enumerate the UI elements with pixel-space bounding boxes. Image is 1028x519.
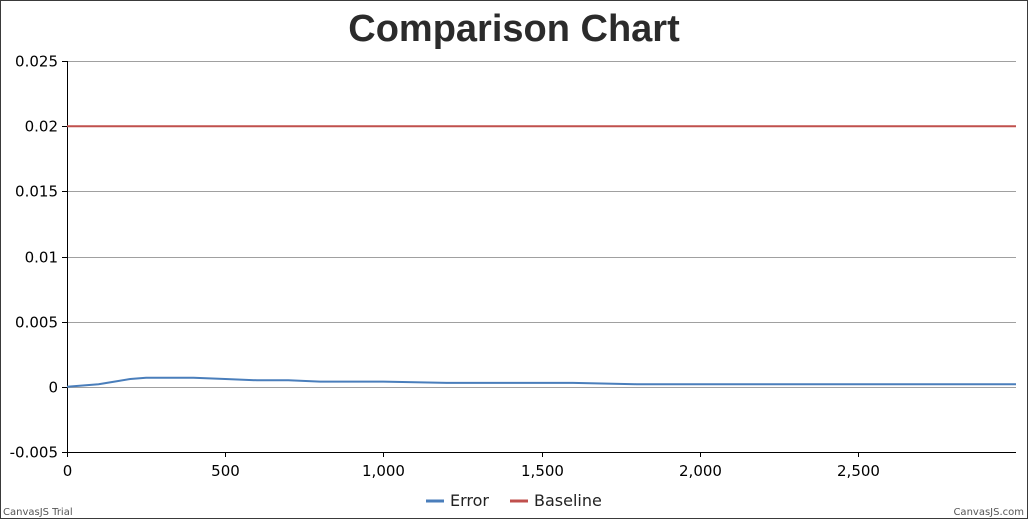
y-tick-label: 0.025 bbox=[15, 53, 58, 71]
legend[interactable]: Error Baseline bbox=[426, 491, 602, 510]
axes: -0.005 0 0.005 0.01 0.015 0.02 0.025 0 500 1,000 1… bbox=[10, 53, 1016, 480]
x-tick-label: 1,500 bbox=[521, 462, 564, 480]
legend-label: Error bbox=[450, 491, 489, 510]
y-tick-label: -0.005 bbox=[10, 444, 58, 462]
x-tick-label: 2,500 bbox=[837, 462, 880, 480]
legend-item-baseline[interactable]: Baseline bbox=[510, 491, 602, 510]
chart-title: Comparison Chart bbox=[348, 8, 680, 50]
legend-item-error[interactable]: Error bbox=[426, 491, 489, 510]
x-tick-label: 1,000 bbox=[362, 462, 405, 480]
x-tick-label: 500 bbox=[211, 462, 240, 480]
x-tick-label: 2,000 bbox=[679, 462, 722, 480]
y-tick-label: 0.01 bbox=[25, 249, 58, 267]
y-tick-label: 0 bbox=[48, 379, 58, 397]
series-line-error bbox=[66, 376, 1016, 388]
y-tick-label: 0.015 bbox=[15, 183, 58, 201]
series-lines bbox=[66, 125, 1016, 388]
credit-right[interactable]: CanvasJS.com bbox=[953, 507, 1024, 518]
y-tick-label: 0.005 bbox=[15, 314, 58, 332]
credit-left: CanvasJS Trial bbox=[3, 507, 73, 518]
x-tick-label: 0 bbox=[63, 462, 73, 480]
gridlines bbox=[67, 61, 1016, 453]
legend-label: Baseline bbox=[534, 491, 602, 510]
y-tick-label: 0.02 bbox=[25, 118, 58, 136]
